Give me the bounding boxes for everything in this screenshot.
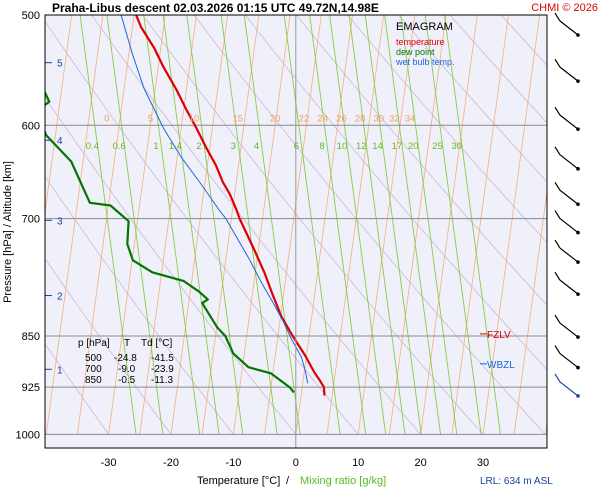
wind-barb-dot (576, 394, 580, 398)
mixing-ratio-label: 1 (153, 141, 158, 152)
table-cell: -24.8 (114, 353, 137, 364)
table-cell: -23.9 (151, 364, 174, 375)
mixing-ratio-label: 20 (408, 141, 419, 152)
chart-title: Praha-Libus descent 02.03.2026 01:15 UTC… (52, 1, 379, 15)
altitude-tick-label: 5 (57, 59, 63, 70)
isotherm-label: 10 (189, 113, 200, 124)
table-cell: -11.3 (151, 375, 173, 386)
x-axis-label-mixing-ratio: Mixing ratio [g/kg] (300, 475, 386, 487)
table-cell: -0.5 (118, 375, 136, 386)
temperature-tick-label: 10 (352, 457, 364, 469)
table-header-t: T (124, 338, 130, 349)
table-cell: -9.0 (118, 364, 136, 375)
temperature-tick-label: -30 (101, 457, 117, 469)
wind-panel (548, 15, 600, 448)
isotherm-label: 34 (405, 113, 416, 124)
temperature-tick-label: 30 (477, 457, 489, 469)
mixing-ratio-label: 2 (196, 141, 201, 152)
legend-dew-point: dew point (396, 47, 435, 57)
isotherm-label: 32 (389, 113, 400, 124)
table-header-td: Td [°C] (141, 338, 172, 349)
isotherm-label: 0 (104, 113, 109, 124)
temperature-tick-label: 20 (414, 457, 426, 469)
isotherm-label: 22 (299, 113, 310, 124)
emagram-chart: FZLVWBZL5006007008509251000-30 -20 -10 0 10 2… (0, 0, 600, 500)
mixing-ratio-label: 3 (231, 141, 236, 152)
mixing-ratio-label: 0.4 (86, 141, 99, 152)
wind-barb-dot (576, 33, 580, 37)
table-cell: -41.5 (151, 353, 174, 364)
wind-barb-dot (576, 167, 580, 171)
isotherm-label: 30 (374, 113, 385, 124)
isotherm-label: 5 (148, 113, 153, 124)
mixing-ratio-label: 10 (337, 141, 348, 152)
lrl-label: LRL: 634 m ASL (480, 476, 553, 487)
altitude-tick-label: 3 (57, 216, 63, 227)
temperature-tick-label: -10 (225, 457, 241, 469)
legend-title: EMAGRAM (396, 21, 453, 33)
mixing-ratio-label: 17 (392, 141, 403, 152)
mixing-ratio-label: 30 (452, 141, 463, 152)
level-label-wbzl: WBZL (487, 360, 515, 371)
y-axis-label: Pressure [hPa] / Altitude [km] (2, 161, 14, 303)
temperature-tick-label: 0 (293, 457, 299, 469)
mixing-ratio-label: 1.4 (169, 141, 182, 152)
altitude-tick-label: 1 (57, 365, 63, 376)
wind-barb-dot (576, 79, 580, 83)
wind-barb-dot (576, 335, 580, 339)
x-axis-label-separator: / (286, 475, 290, 487)
pressure-tick-label: 600 (22, 120, 40, 132)
table-cell: 850 (85, 375, 102, 386)
pressure-tick-label: 500 (22, 10, 40, 22)
mixing-ratio-label: 6 (294, 141, 299, 152)
mixing-ratio-label: 12 (356, 141, 367, 152)
legend-wet-bulb: wet bulb temp. (395, 57, 455, 67)
temperature-tick-label: -20 (163, 457, 179, 469)
wind-barb-dot (576, 292, 580, 296)
isotherm-label: 20 (270, 113, 281, 124)
wind-barb-dot (576, 127, 580, 131)
mixing-ratio-label: 25 (432, 141, 443, 152)
copyright: CHMI © 2026 (531, 2, 598, 14)
table-cell: 500 (85, 353, 102, 364)
altitude-tick-label: 2 (57, 292, 63, 303)
wind-barb-dot (576, 202, 580, 206)
isotherm-label: 15 (232, 113, 243, 124)
mixing-ratio-label: 8 (319, 141, 324, 152)
mixing-ratio-label: 0.6 (113, 141, 126, 152)
wind-barb-dot (576, 260, 580, 264)
pressure-tick-label: 850 (22, 331, 40, 343)
pressure-tick-label: 700 (22, 214, 40, 226)
x-axis-label-temperature: Temperature [°C] (197, 475, 280, 487)
isotherm-label: 26 (336, 113, 347, 124)
wind-barb-dot (576, 366, 580, 370)
mixing-ratio-label: 14 (372, 141, 383, 152)
altitude-tick-label: 4 (57, 136, 63, 147)
wind-barb-dot (576, 231, 580, 235)
pressure-tick-label: 1000 (16, 429, 40, 441)
isotherm-label: 24 (317, 113, 328, 124)
legend-temperature: temperature (396, 37, 445, 47)
level-label-fzlv: FZLV (487, 330, 511, 341)
table-cell: 700 (85, 364, 102, 375)
pressure-tick-label: 925 (22, 382, 40, 394)
table-header-p: p [hPa] (78, 338, 110, 349)
isotherm-label: 28 (355, 113, 366, 124)
mixing-ratio-label: 4 (254, 141, 259, 152)
